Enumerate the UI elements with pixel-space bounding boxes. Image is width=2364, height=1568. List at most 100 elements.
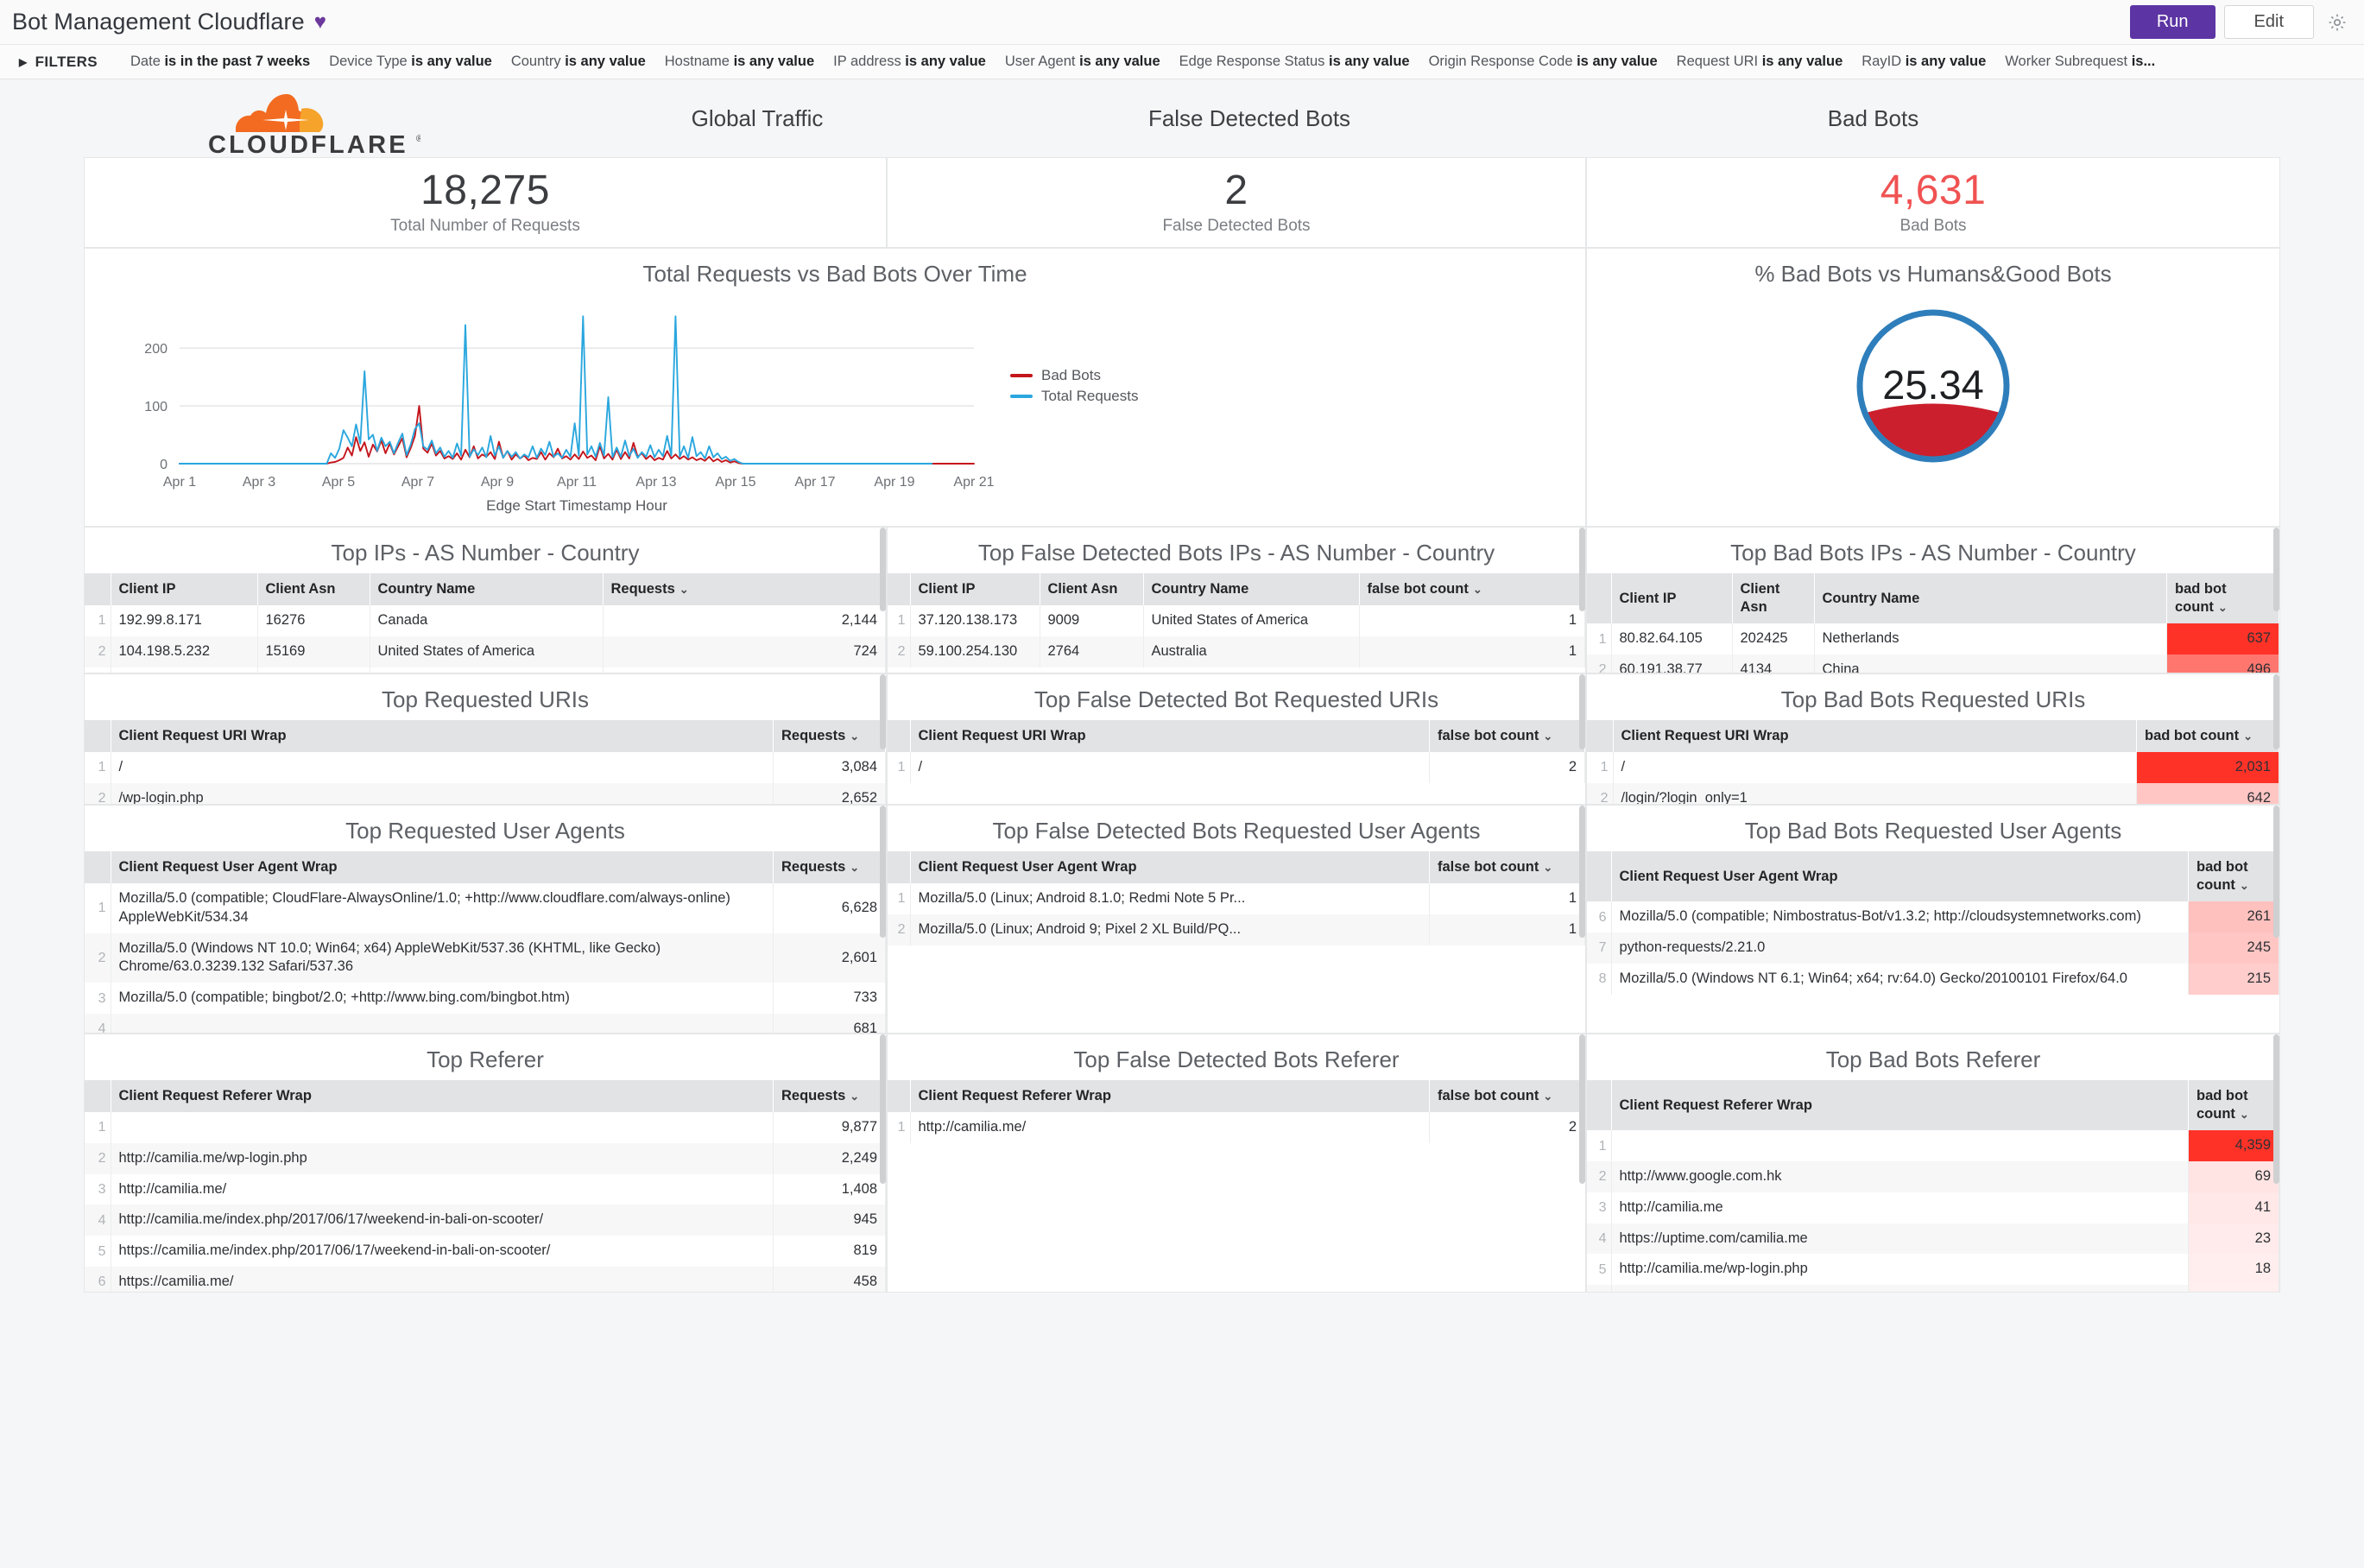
panel-bad-uas[interactable]: Top Bad Bots Requested User Agents Clien… — [1586, 805, 2280, 1034]
table-row[interactable]: 3 http://camilia.me 41 — [1587, 1192, 2279, 1223]
column-header-country-name[interactable]: Country Name — [370, 573, 604, 606]
table-row[interactable]: 1 37.120.138.173 9009 United States of Amer… — [888, 605, 1585, 636]
panel-top-uas[interactable]: Top Requested User Agents Client Request… — [84, 805, 887, 1034]
kpi-false-detected[interactable]: 2 False Detected Bots — [887, 157, 1586, 248]
panel-bad-uris[interactable]: Top Bad Bots Requested URIs Client Reque… — [1586, 673, 2280, 805]
table-row[interactable]: 2 Mozilla/5.0 (Linux; Android 9; Pixel 2 … — [888, 914, 1585, 945]
panel-top-ips[interactable]: Top IPs - AS Number - Country Client IP C… — [84, 527, 887, 673]
column-header-client-asn[interactable]: Client Asn — [1732, 573, 1815, 624]
table-row[interactable]: 3 http://camilia.me/1,408 — [85, 1173, 886, 1205]
panel-false-uris[interactable]: Top False Detected Bot Requested URIs Cl… — [887, 673, 1586, 805]
sort-caret-icon[interactable]: ⌄ — [850, 861, 860, 874]
filter-chip-0[interactable]: Date is in the past 7 weeks — [130, 54, 311, 69]
column-header-false-bot-count[interactable]: false bot count ⌄ — [1429, 720, 1585, 753]
column-header-bad-bot-count[interactable]: bad bot count ⌄ — [2136, 720, 2279, 753]
table-row[interactable]: 2 http://www.google.com.hk 69 — [1587, 1160, 2279, 1192]
timeseries-panel[interactable]: Total Requests vs Bad Bots Over Time 0 10… — [84, 248, 1586, 527]
panel-false-referer[interactable]: Top False Detected Bots Referer Client R… — [887, 1034, 1586, 1293]
table-row[interactable]: 4 681 — [85, 1013, 886, 1033]
filter-chip-6[interactable]: Edge Response Status is any value — [1179, 54, 1410, 69]
table-row[interactable]: 1 80.82.64.105 202425 Netherlands 637 — [1587, 623, 2279, 654]
table-row[interactable]: 1/2,031 — [1587, 752, 2279, 783]
panel-scrollbar[interactable] — [2273, 806, 2279, 1033]
table-row[interactable]: 2/wp-login.php 2,652 — [85, 782, 886, 804]
panel-false-ips[interactable]: Top False Detected Bots IPs - AS Number … — [887, 527, 1586, 673]
column-header-false-bot-count[interactable]: false bot count ⌄ — [1429, 1080, 1585, 1113]
table-row[interactable]: 5 https://camilia.me/index.php/2017/06/17… — [85, 1236, 886, 1267]
table-row[interactable]: 8 Mozilla/5.0 (Windows NT 6.1; Win64; x64… — [1587, 963, 2279, 995]
column-header-client-request-uri-wrap[interactable]: Client Request URI Wrap — [910, 720, 1430, 753]
edit-button[interactable]: Edit — [2223, 5, 2314, 39]
column-header-client-request-referer-wrap[interactable]: Client Request Referer Wrap — [111, 1080, 774, 1113]
column-header-country-name[interactable]: Country Name — [1814, 573, 2167, 624]
filter-chip-2[interactable]: Country is any value — [510, 54, 646, 69]
table-row[interactable]: 1/3,084 — [85, 752, 886, 783]
filter-chip-9[interactable]: RayID is any value — [1861, 54, 1987, 69]
sort-caret-icon[interactable]: ⌄ — [2239, 879, 2249, 893]
table-row[interactable]: 1 http://camilia.me/2 — [888, 1112, 1585, 1143]
table-row[interactable]: 6 https://camilia.me/458 — [85, 1266, 886, 1292]
column-header-country-name[interactable]: Country Name — [1143, 573, 1360, 606]
table-row[interactable]: 1/2 — [888, 752, 1585, 783]
column-header-client-request-user-agent-wrap[interactable]: Client Request User Agent Wrap — [111, 851, 774, 884]
sort-caret-icon[interactable]: ⌄ — [1543, 730, 1553, 743]
table-row[interactable]: 1 9,877 — [85, 1112, 886, 1143]
table-row[interactable]: 1 Mozilla/5.0 (compatible; CloudFlare-Alw… — [85, 883, 886, 933]
panel-scrollbar[interactable] — [1579, 674, 1585, 804]
sort-caret-icon[interactable]: ⌄ — [2243, 730, 2253, 743]
filter-chip-1[interactable]: Device Type is any value — [329, 54, 492, 69]
column-header-client-request-uri-wrap[interactable]: Client Request URI Wrap — [111, 720, 774, 753]
panel-scrollbar[interactable] — [1579, 528, 1585, 673]
sort-caret-icon[interactable]: ⌄ — [1543, 1090, 1553, 1103]
column-header-bad-bot-count[interactable]: bad bot count ⌄ — [2166, 573, 2279, 624]
column-header-client-request-user-agent-wrap[interactable]: Client Request User Agent Wrap — [910, 851, 1430, 884]
table-row[interactable]: 1 192.99.8.171 16276 Canada 2,144 — [85, 605, 886, 636]
column-header-client-asn[interactable]: Client Asn — [257, 573, 370, 606]
filter-chip-10[interactable]: Worker Subrequest is... — [2005, 54, 2156, 69]
filter-chip-5[interactable]: User Agent is any value — [1004, 54, 1160, 69]
table-row[interactable]: 3 Mozilla/5.0 (compatible; bingbot/2.0; +… — [85, 983, 886, 1014]
column-header-requests[interactable]: Requests ⌄ — [773, 720, 886, 753]
table-row[interactable]: 4 https://uptime.com/camilia.me 23 — [1587, 1223, 2279, 1255]
kpi-bad-bots[interactable]: 4,631 Bad Bots — [1586, 157, 2280, 248]
table-row[interactable]: 5 http://camilia.me/wp-login.php 18 — [1587, 1254, 2279, 1286]
panel-scrollbar[interactable] — [880, 674, 886, 804]
sort-caret-icon[interactable]: ⌄ — [679, 583, 689, 596]
table-row[interactable]: 2 104.198.5.232 15169 United States of Amer… — [85, 635, 886, 667]
filter-chip-7[interactable]: Origin Response Code is any value — [1428, 54, 1658, 69]
panel-bad-referer[interactable]: Top Bad Bots Referer Client Request Refe… — [1586, 1034, 2280, 1293]
filter-chip-3[interactable]: Hostname is any value — [664, 54, 815, 69]
gauge-panel[interactable]: % Bad Bots vs Humans&Good Bots 25.34 — [1586, 248, 2280, 527]
table-row[interactable]: 2/login/?login_only=1 642 — [1587, 782, 2279, 804]
table-row[interactable]: 7 python-requests/2.21.0 245 — [1587, 932, 2279, 964]
column-header-client-ip[interactable]: Client IP — [910, 573, 1040, 606]
column-header-bad-bot-count[interactable]: bad bot count ⌄ — [2188, 1080, 2279, 1131]
table-row[interactable]: 2 60.191.38.77 4134 China 496 — [1587, 654, 2279, 673]
column-header-requests[interactable]: Requests ⌄ — [773, 1080, 886, 1113]
panel-scrollbar[interactable] — [2273, 528, 2279, 673]
column-header-false-bot-count[interactable]: false bot count ⌄ — [1429, 851, 1585, 884]
column-header-requests[interactable]: Requests ⌄ — [773, 851, 886, 884]
column-header-client-request-referer-wrap[interactable]: Client Request Referer Wrap — [1611, 1080, 2189, 1131]
gear-icon[interactable] — [2323, 8, 2352, 37]
filters-toggle[interactable]: ▶ FILTERS — [19, 54, 98, 71]
table-row[interactable]: 2 Mozilla/5.0 (Windows NT 10.0; Win64; x6… — [85, 933, 886, 983]
table-row[interactable]: 1 4,359 — [1587, 1130, 2279, 1161]
column-header-client-request-uri-wrap[interactable]: Client Request URI Wrap — [1613, 720, 2137, 753]
panel-scrollbar[interactable] — [1579, 1034, 1585, 1292]
column-header-bad-bot-count[interactable]: bad bot count ⌄ — [2188, 851, 2279, 902]
table-row[interactable]: 1 Mozilla/5.0 (Linux; Android 8.1.0; Redm… — [888, 883, 1585, 914]
column-header-false-bot-count[interactable]: false bot count ⌄ — [1359, 573, 1585, 606]
heart-icon[interactable]: ♥ — [313, 9, 326, 34]
run-button[interactable]: Run — [2129, 5, 2215, 39]
column-header-client-request-referer-wrap[interactable]: Client Request Referer Wrap — [910, 1080, 1430, 1113]
column-header-client-asn[interactable]: Client Asn — [1040, 573, 1144, 606]
column-header-client-request-user-agent-wrap[interactable]: Client Request User Agent Wrap — [1611, 851, 2189, 902]
filter-chip-4[interactable]: IP address is any value — [833, 54, 986, 69]
panel-bad-ips[interactable]: Top Bad Bots IPs - AS Number - Country C… — [1586, 527, 2280, 673]
panel-scrollbar[interactable] — [2273, 674, 2279, 804]
panel-false-uas[interactable]: Top False Detected Bots Requested User A… — [887, 805, 1586, 1034]
panel-scrollbar[interactable] — [1579, 806, 1585, 1033]
column-header-client-ip[interactable]: Client IP — [1611, 573, 1733, 624]
